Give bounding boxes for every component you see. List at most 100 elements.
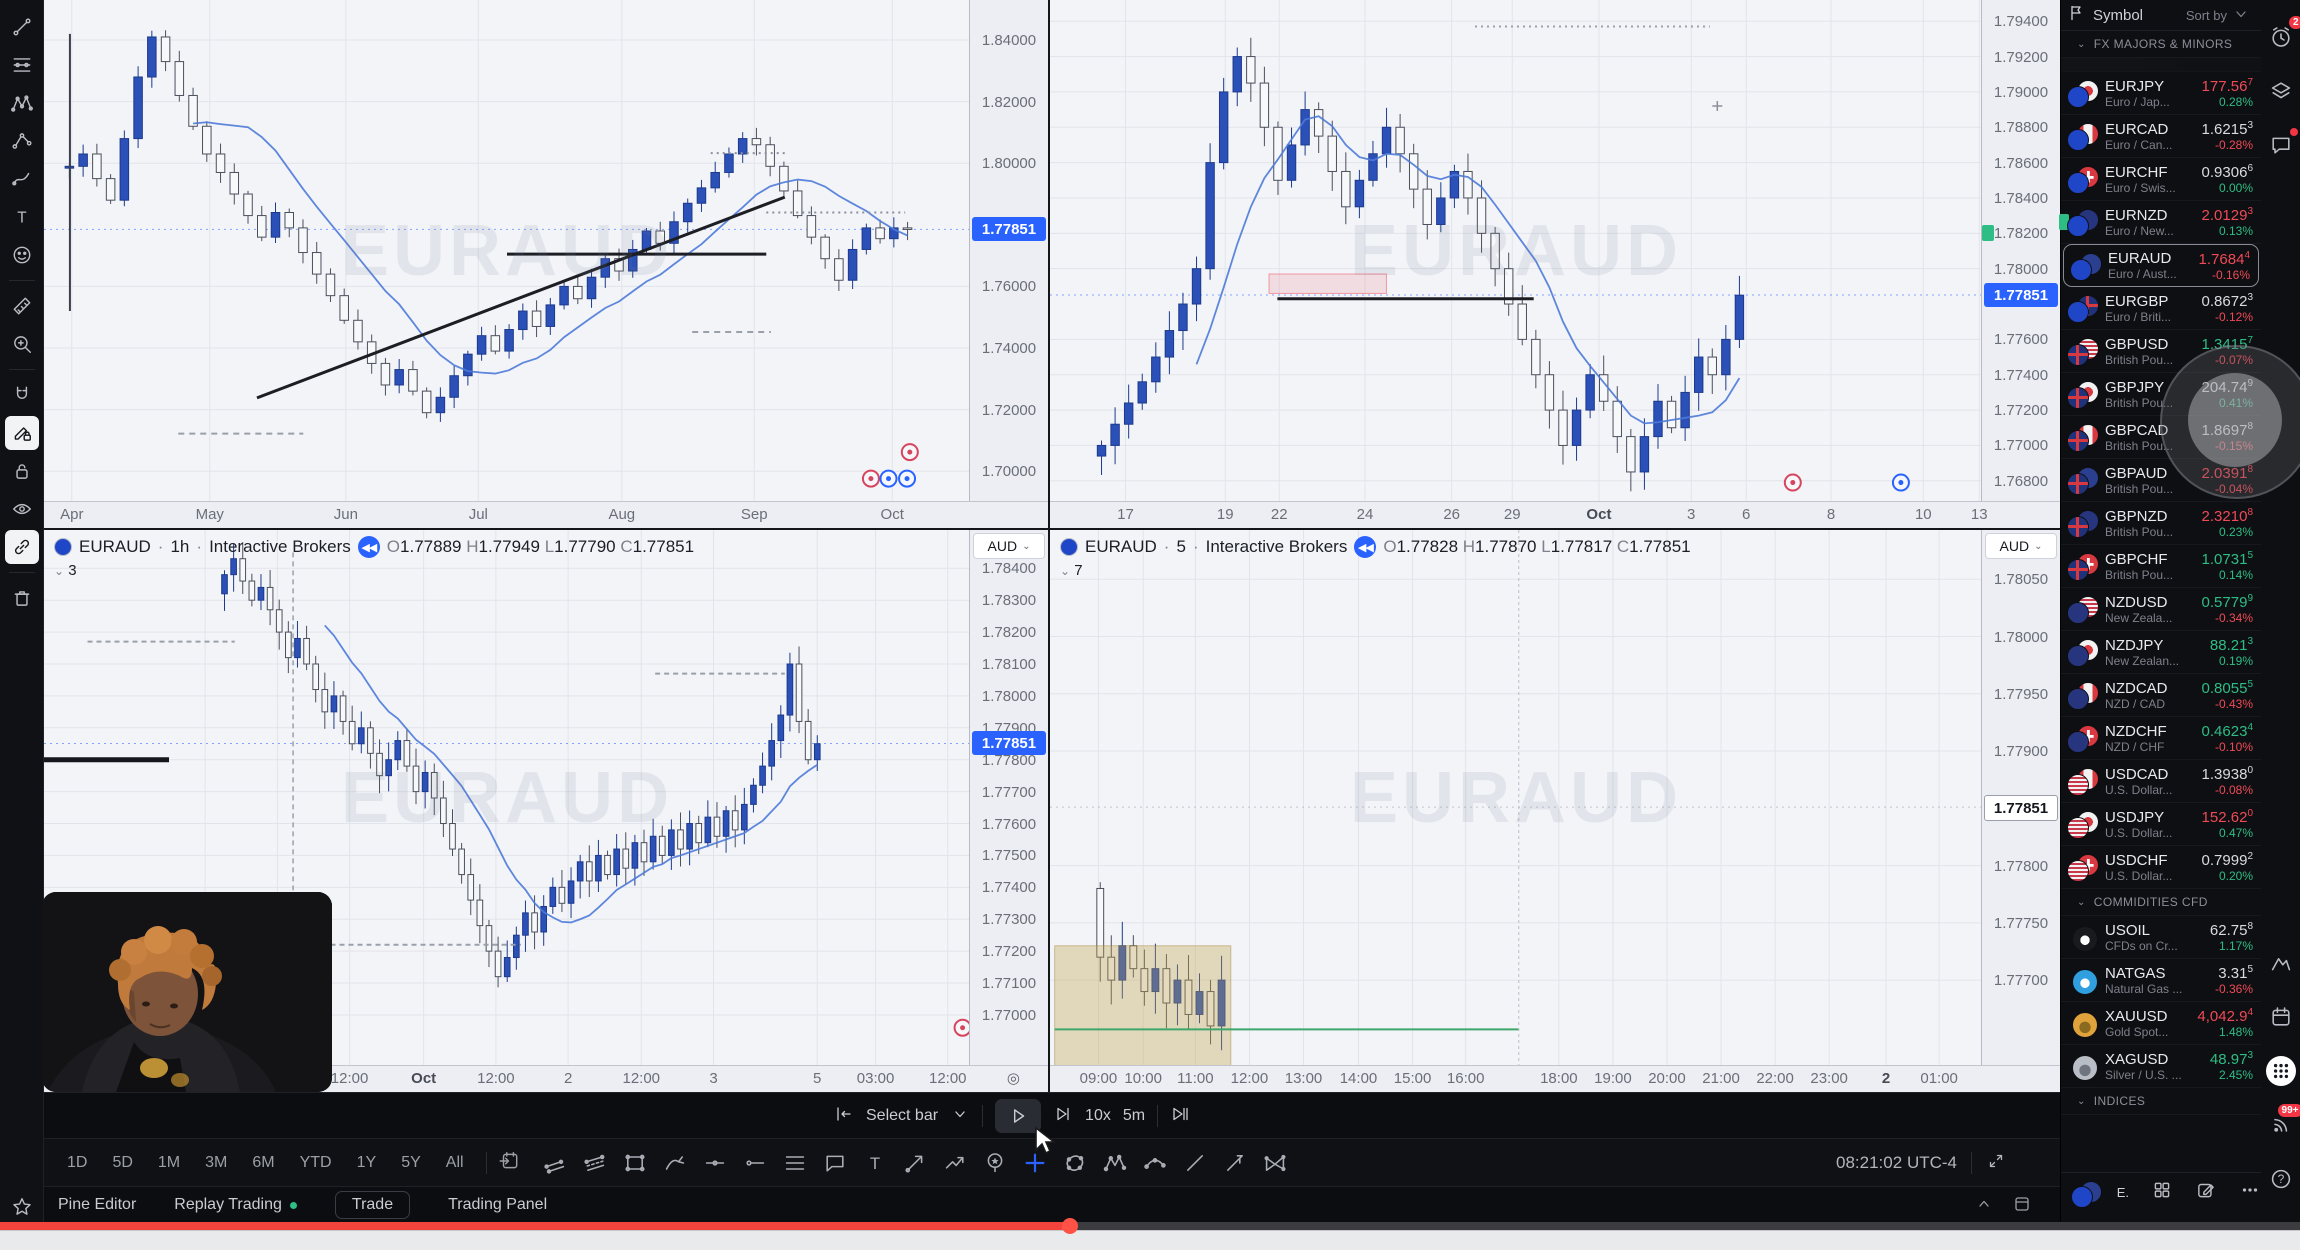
watchlist-row-xagusd[interactable]: XAGUSD Silver / U.S. ... 48.973 2.45% <box>2061 1045 2261 1088</box>
layers-rail-button[interactable] <box>2266 76 2296 106</box>
xabcd-pattern-tool-button[interactable] <box>5 86 39 120</box>
axis-settings-icon[interactable]: ◎ <box>1006 1070 1020 1087</box>
calendar-rail-button[interactable] <box>2266 1002 2296 1032</box>
watchlist-row-euraud[interactable]: EURAUD Euro / Aust... 1.76844 -0.16% <box>2063 244 2259 287</box>
link-tool-button[interactable] <box>4 530 39 564</box>
brush-tool-button[interactable] <box>5 162 39 196</box>
chart-legend[interactable]: EURAUD · 1h · Interactive Brokers ◀◀ O1.77889 … <box>54 536 694 558</box>
signal-rail-button[interactable]: 99+ <box>2266 1104 2300 1140</box>
tool-fork-button[interactable] <box>1218 1147 1251 1180</box>
ruler-tool-button[interactable] <box>5 289 39 323</box>
text-tool-button[interactable]: T <box>5 200 39 234</box>
trendline-tool-button[interactable] <box>5 10 39 44</box>
watchlist-row-gbpnzd[interactable]: GBPNZD British Pou... 2.32108 0.23% <box>2061 502 2261 545</box>
chart-plot[interactable]: EURAUD <box>44 0 970 502</box>
price-scale[interactable]: 1.84000 1.82000 1.80000 1.76000 1.74000 1.720… <box>969 0 1048 502</box>
watchlist-row-usoil[interactable]: USOIL CFDs on Cr... 62.758 1.17% <box>2061 916 2261 959</box>
watchlist-grid-view-button[interactable] <box>2151 1179 2173 1206</box>
tool-bowtie-button[interactable] <box>1258 1147 1291 1180</box>
step-forward-button[interactable] <box>1053 1104 1073 1129</box>
time-axis[interactable]: 17 19 22 24 26 29 Oct 3 6 8 10 13 <box>1050 501 2060 528</box>
watchlist-row-gbpchf[interactable]: GBPCHF British Pou... 1.07315 0.14% <box>2061 545 2261 588</box>
video-progress-track[interactable] <box>0 1218 2300 1234</box>
watchlist-row-eurgbp[interactable]: EURGBP Euro / Briti... 0.86723 -0.12% <box>2061 287 2261 330</box>
legend-interval[interactable]: 1h <box>170 537 190 556</box>
chart-pane-top-right[interactable]: EURAUD 1.79400 1.79200 1.79000 1.78800 1.7860… <box>1050 0 2060 528</box>
timeframe-1m[interactable]: 1M <box>157 1154 181 1171</box>
tool-parallel-button[interactable] <box>538 1147 571 1180</box>
timeframe-ytd[interactable]: YTD <box>299 1154 332 1171</box>
prediction-tool-button[interactable] <box>5 124 39 158</box>
watchlist-row-eurjpy[interactable]: EURJPY Euro / Jap... 177.567 0.28% <box>2061 72 2261 115</box>
fullscreen-icon[interactable] <box>1986 1151 2006 1176</box>
tool-text-button[interactable]: T <box>858 1147 891 1180</box>
timeframe-3m[interactable]: 3M <box>205 1154 228 1171</box>
fib-retracement-tool-button[interactable] <box>5 48 39 82</box>
tool-xabcd-button[interactable] <box>1098 1147 1131 1180</box>
price-scale[interactable]: AUD ⌄ 1.78400 1.78300 1.78200 1.78100 1.78000 1… <box>969 530 1048 1066</box>
tool-callout-button[interactable] <box>818 1147 851 1180</box>
tool-rect-button[interactable] <box>618 1147 651 1180</box>
chart-plot[interactable]: EURAUD EURAUD · 5 · Interactive Brokers ◀◀ O1.7… <box>1050 530 1982 1066</box>
tool-balloon-button[interactable] <box>978 1147 1011 1180</box>
time-axis[interactable]: 09:00 10:00 11:00 12:00 13:00 14:00 15:00 16:00… <box>1050 1065 2060 1092</box>
zoom-in-tool-button[interactable] <box>5 327 39 361</box>
timeframe-5d[interactable]: 5D <box>112 1154 133 1171</box>
watchlist-row-eurcad[interactable]: EURCAD Euro / Can... 1.62153 -0.28% <box>2061 115 2261 158</box>
tool-fib-button[interactable] <box>778 1147 811 1180</box>
maximize-panel-icon[interactable] <box>2012 1194 2032 1219</box>
watchlist-row-eurchf[interactable]: EURCHF Euro / Swis... 0.93066 0.00% <box>2061 158 2261 201</box>
timeframe-1d[interactable]: 1D <box>67 1154 88 1171</box>
tool-arrow-button[interactable] <box>898 1147 931 1180</box>
tab-trading-panel[interactable]: Trading Panel <box>448 1196 548 1213</box>
tab-trade[interactable]: Trade <box>334 1191 411 1219</box>
indicator-count[interactable]: ⌄ 7 <box>1060 562 1083 579</box>
tool-ray-button[interactable] <box>738 1147 771 1180</box>
price-scale[interactable]: AUD ⌄ 1.78050 1.78000 1.77950 1.77900 1.77800 1… <box>1981 530 2060 1066</box>
speed-button[interactable]: 10x <box>1085 1107 1111 1124</box>
indicator-count[interactable]: ⌄ 3 <box>54 562 77 579</box>
go-to-date-button[interactable] <box>498 1150 520 1177</box>
watchlist-row-nzdjpy[interactable]: NZDJPY New Zealan... 88.213 0.19% <box>2061 631 2261 674</box>
alert-marker[interactable] <box>1982 225 1994 242</box>
chart-pane-top-left[interactable]: EURAUD 1.84000 1.82000 1.80000 1.76000 1.7400… <box>44 0 1048 528</box>
timeframe-all[interactable]: All <box>445 1154 464 1171</box>
timeframe-6m[interactable]: 6M <box>252 1154 275 1171</box>
jump-to-end-button[interactable] <box>1170 1104 1190 1129</box>
tool-crosshair-button[interactable] <box>1018 1147 1051 1180</box>
video-progress-handle[interactable] <box>1061 1218 1078 1234</box>
watchlist-more-button[interactable] <box>2239 1179 2261 1206</box>
tool-curvedots-button[interactable] <box>1138 1147 1171 1180</box>
tool-zigzag-button[interactable] <box>938 1147 971 1180</box>
time-axis[interactable]: Apr May Jun Jul Aug Sep Oct <box>44 501 1048 528</box>
watchlist-row-usdjpy[interactable]: USDJPY U.S. Dollar... 152.620 0.47% <box>2061 803 2261 846</box>
chart-plot[interactable]: EURAUD <box>1050 0 1982 502</box>
tool-pitchcurve-button[interactable] <box>658 1147 691 1180</box>
alarm-rail-button[interactable]: 2 <box>2266 16 2300 52</box>
watchlist-section-header[interactable]: ⌄ COMMIDITIES CFD <box>2061 889 2261 916</box>
watchlist-row-usdchf[interactable]: USDCHF U.S. Dollar... 0.79992 0.20% <box>2061 846 2261 889</box>
chat-rail-button[interactable] <box>2266 128 2298 160</box>
watchlist-row-nzdcad[interactable]: NZDCAD NZD / CAD 0.80555 -0.43% <box>2061 674 2261 717</box>
apps-rail-button[interactable] <box>2265 1056 2296 1086</box>
tool-hline-button[interactable] <box>698 1147 731 1180</box>
tool-channel-button[interactable] <box>578 1147 611 1180</box>
tab-pine-editor[interactable]: Pine Editor <box>58 1196 137 1213</box>
legend-interval[interactable]: 5 <box>1176 537 1186 556</box>
chart-pane-bottom-right[interactable]: EURAUD EURAUD · 5 · Interactive Brokers ◀◀ O1.7… <box>1050 530 2060 1092</box>
collapse-panel-icon[interactable] <box>1974 1194 1994 1219</box>
tool-blob-button[interactable] <box>1058 1147 1091 1180</box>
watchlist-section-header[interactable]: ⌄ FX MAJORS & MINORS <box>2061 31 2261 58</box>
currency-selector[interactable]: AUD ⌄ <box>973 533 1045 559</box>
lock-tool-button[interactable] <box>5 454 39 488</box>
watchlist-row-usdcad[interactable]: USDCAD U.S. Dollar... 1.39380 -0.08% <box>2061 760 2261 803</box>
magnet-tool-button[interactable] <box>5 378 39 412</box>
timeframe-5y[interactable]: 5Y <box>401 1154 421 1171</box>
chart-legend[interactable]: EURAUD · 5 · Interactive Brokers ◀◀ O1.77828 H… <box>1060 536 1691 558</box>
timeframe-1y[interactable]: 1Y <box>356 1154 377 1171</box>
eye-tool-button[interactable] <box>5 492 39 526</box>
sort-by-button[interactable]: Sort by <box>2186 4 2251 27</box>
chevron-down-icon[interactable] <box>950 1104 970 1129</box>
help-rail-button[interactable]: ? <box>2266 1164 2296 1194</box>
select-bar-button[interactable]: Select bar <box>866 1107 939 1124</box>
